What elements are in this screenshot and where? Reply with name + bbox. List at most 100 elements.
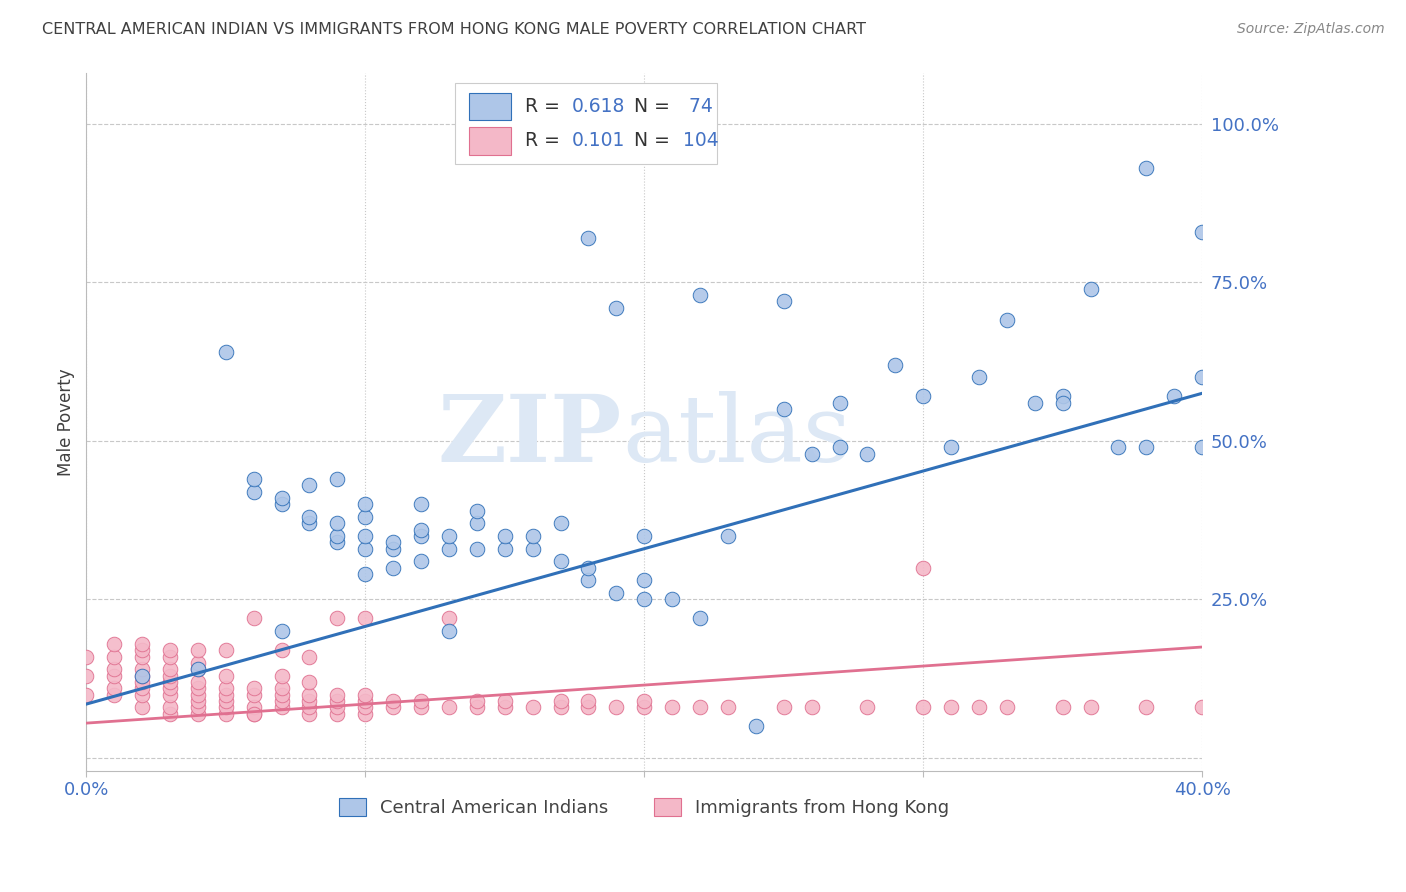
Point (661, 700, 683, 714)
Point (270, 624, 292, 639)
Point (578, 694, 600, 708)
Point (103, 637, 125, 651)
Point (187, 681, 209, 696)
Point (131, 643, 153, 657)
Point (270, 681, 292, 696)
FancyBboxPatch shape (454, 84, 717, 164)
Point (131, 674, 153, 689)
Point (103, 688, 125, 702)
Point (242, 681, 264, 696)
Point (326, 700, 349, 714)
Point (242, 688, 264, 702)
Point (159, 688, 181, 702)
Point (382, 535, 405, 549)
Point (215, 688, 238, 702)
Point (1024, 396, 1046, 410)
FancyBboxPatch shape (470, 127, 512, 154)
Point (326, 516, 349, 531)
Point (187, 662, 209, 676)
Point (382, 560, 405, 574)
Point (800, 446, 823, 460)
Point (159, 700, 181, 714)
Point (298, 674, 321, 689)
Point (75, 649, 97, 664)
Point (465, 503, 488, 517)
Point (578, 574, 600, 588)
Point (326, 694, 349, 708)
Point (131, 662, 153, 676)
Text: 0.101: 0.101 (572, 131, 626, 150)
Point (1135, 161, 1157, 175)
Point (298, 510, 321, 524)
Point (1108, 440, 1130, 454)
Point (326, 611, 349, 625)
Point (995, 700, 1018, 714)
Point (689, 611, 711, 625)
Point (522, 529, 544, 543)
Point (326, 688, 349, 702)
Point (605, 586, 627, 600)
Point (215, 345, 238, 359)
Point (1080, 282, 1102, 296)
Text: atlas: atlas (621, 391, 851, 481)
Point (772, 700, 794, 714)
FancyBboxPatch shape (470, 93, 512, 120)
Point (912, 700, 935, 714)
Point (75, 668, 97, 682)
Point (298, 649, 321, 664)
Point (242, 700, 264, 714)
Point (494, 541, 516, 556)
Text: ZIP: ZIP (437, 391, 621, 481)
Point (465, 700, 488, 714)
Point (522, 700, 544, 714)
Point (354, 694, 377, 708)
Point (298, 706, 321, 721)
Point (1191, 700, 1213, 714)
Point (578, 560, 600, 574)
Point (1135, 440, 1157, 454)
Point (409, 694, 432, 708)
Point (270, 694, 292, 708)
Text: CENTRAL AMERICAN INDIAN VS IMMIGRANTS FROM HONG KONG MALE POVERTY CORRELATION CH: CENTRAL AMERICAN INDIAN VS IMMIGRANTS FR… (42, 22, 866, 37)
Point (131, 668, 153, 682)
Point (1191, 225, 1213, 239)
Point (242, 472, 264, 486)
Point (326, 706, 349, 721)
Point (159, 662, 181, 676)
Point (187, 656, 209, 670)
Point (326, 529, 349, 543)
Point (326, 472, 349, 486)
Point (772, 294, 794, 309)
Point (242, 706, 264, 721)
Point (550, 516, 572, 531)
Text: 74: 74 (683, 97, 713, 116)
Point (494, 700, 516, 714)
Point (159, 668, 181, 682)
Point (550, 694, 572, 708)
Point (939, 440, 962, 454)
Point (159, 674, 181, 689)
Point (270, 497, 292, 511)
Point (995, 313, 1018, 327)
Point (605, 700, 627, 714)
Point (578, 231, 600, 245)
Point (298, 688, 321, 702)
Text: N =: N = (634, 97, 676, 116)
Point (215, 668, 238, 682)
Point (215, 700, 238, 714)
Text: 104: 104 (683, 131, 718, 150)
Text: N =: N = (634, 131, 676, 150)
Point (187, 694, 209, 708)
Point (298, 700, 321, 714)
Point (409, 529, 432, 543)
Point (689, 288, 711, 302)
Point (215, 681, 238, 696)
Point (494, 529, 516, 543)
Point (354, 529, 377, 543)
Point (912, 389, 935, 403)
Point (437, 700, 460, 714)
Point (187, 706, 209, 721)
Point (131, 681, 153, 696)
Point (1191, 370, 1213, 384)
Point (187, 700, 209, 714)
